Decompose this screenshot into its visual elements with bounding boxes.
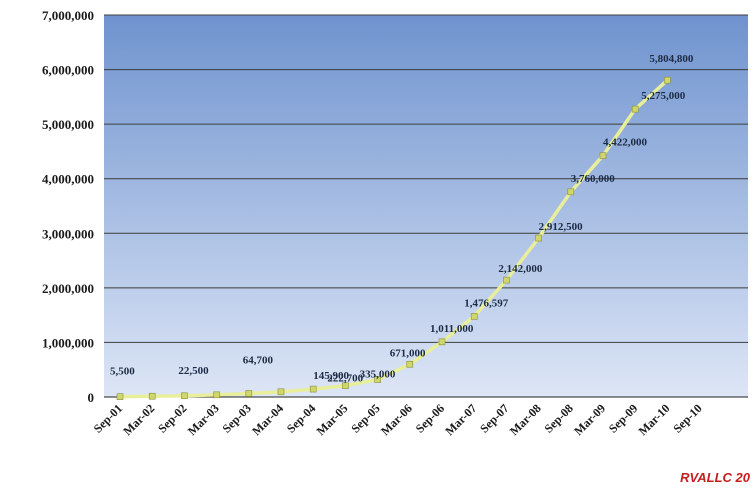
x-tick-label: Sep-07 [477, 401, 511, 435]
x-tick-label: Sep-09 [606, 401, 640, 435]
data-point [438, 338, 446, 346]
data-point [503, 276, 510, 284]
x-tick-label: Sep-02 [155, 401, 189, 435]
data-point [631, 105, 639, 113]
data-label: 5,804,800 [649, 53, 694, 65]
data-point [535, 234, 542, 242]
y-tick-label: 0 [88, 390, 95, 405]
data-point [374, 376, 381, 383]
data-label: 1,476,597 [464, 297, 509, 309]
data-label: 335,000 [360, 369, 396, 381]
series-line [119, 78, 669, 399]
watermark: RVALLC 20 [680, 470, 751, 485]
x-tick-label: Sep-01 [91, 401, 125, 435]
y-tick-label: 5,000,000 [42, 117, 94, 132]
x-tick-label: Mar-02 [120, 401, 157, 438]
data-point [213, 391, 220, 399]
data-label: 671,000 [390, 347, 426, 359]
y-tick-label: 2,000,000 [42, 281, 94, 296]
data-point [245, 390, 253, 397]
data-label: 3,760,000 [571, 173, 616, 185]
data-point [342, 382, 349, 390]
data-label: 222,700 [327, 373, 363, 385]
x-tick-label: Sep-03 [220, 401, 254, 435]
data-label: 1,011,000 [430, 323, 474, 335]
plot-area [104, 15, 748, 397]
data-point [148, 392, 156, 400]
data-label: 5,500 [110, 366, 135, 378]
data-label: 64,700 [243, 354, 274, 366]
data-point [664, 76, 671, 84]
series-layer [116, 76, 671, 400]
x-tick-label: Sep-05 [348, 401, 382, 435]
x-axis: Sep-01Mar-02Sep-02Mar-03Sep-03Mar-04Sep-… [91, 396, 748, 438]
data-label: 22,500 [178, 365, 209, 377]
x-tick-label: Sep-04 [284, 401, 318, 435]
data-point [470, 313, 478, 320]
data-point [309, 385, 317, 393]
grid-layer [104, 14, 748, 343]
data-point [567, 188, 575, 196]
x-tick-label: Mar-10 [636, 401, 673, 438]
data-point [181, 392, 188, 400]
x-tick-label: Sep-06 [413, 401, 447, 435]
y-tick-label: 7,000,000 [42, 8, 94, 23]
data-point [277, 388, 285, 396]
x-tick-label: Mar-04 [249, 401, 286, 438]
x-tick-label: Sep-08 [542, 401, 576, 435]
x-tick-label: Mar-07 [442, 401, 479, 438]
data-label: 2,142,000 [498, 263, 543, 275]
x-tick-label: Mar-06 [378, 401, 415, 438]
x-tick-label: Sep-10 [670, 401, 704, 435]
y-axis: 0 1,000,000 2,000,000 3,000,000 4,000,000 5,0… [42, 8, 94, 405]
y-tick-label: 1,000,000 [42, 335, 94, 350]
data-point [116, 393, 124, 400]
y-tick-label: 6,000,000 [42, 63, 94, 78]
x-tick-label: Mar-05 [314, 401, 351, 438]
data-label: 2,912,500 [539, 221, 584, 233]
x-tick-label: Mar-03 [185, 401, 222, 438]
data-label: 4,422,000 [603, 137, 648, 149]
data-label: 5,275,000 [641, 90, 686, 102]
x-tick-label: Mar-09 [571, 401, 608, 438]
y-tick-label: 3,000,000 [42, 226, 94, 241]
data-label: 145,900 [313, 370, 349, 382]
data-point [406, 360, 414, 368]
data-point [599, 152, 607, 159]
y-tick-label: 4,000,000 [42, 172, 94, 187]
x-tick-label: Mar-08 [507, 401, 544, 438]
